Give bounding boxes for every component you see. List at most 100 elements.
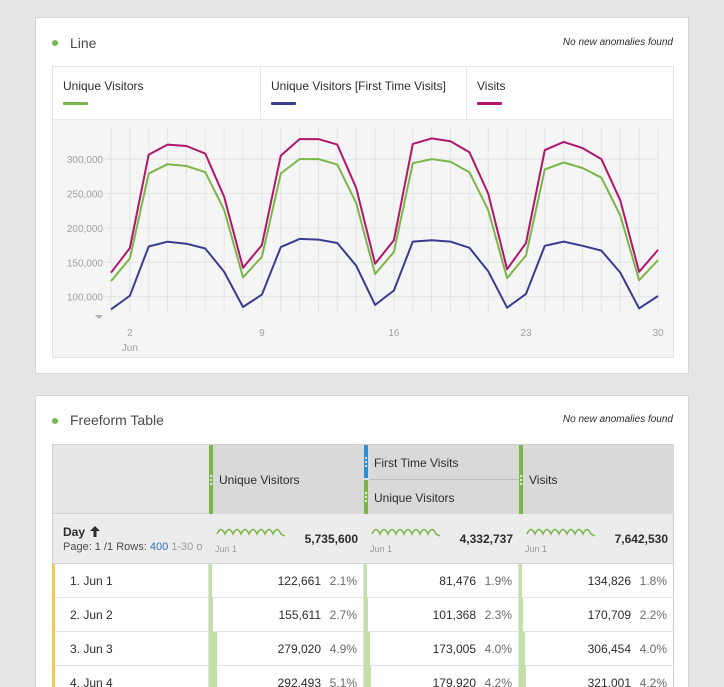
line-chart-svg: 300,000 250,000 200,000 150,000 100,000 2 9 16 2… [67,127,664,354]
row-label[interactable]: 1. Jun 1 [70,574,113,588]
cell-value: 155,611 [278,608,322,622]
cell-unique-visitors[interactable]: 122,661 2.1% [208,564,363,598]
legend-item-first-time-visits[interactable]: Unique Visitors [First Time Visits] [261,67,466,120]
column-header-first-time-visits[interactable]: First Time Visits Unique Visitors [364,445,519,515]
cell-value: 81,476 [439,574,476,588]
table-row[interactable]: 2. Jun 2 155,611 2.7% 101,368 2.3% 170,7… [52,598,674,632]
metric-drag-handle[interactable] [364,480,368,515]
total-value: 4,332,737 [459,532,513,546]
cell-percent: 1.8% [639,574,667,588]
cell-percent: 4.0% [484,642,512,656]
row-label[interactable]: 2. Jun 2 [70,608,113,622]
column-header-label: Unique Visitors [219,473,300,487]
column-header-unique-visitors[interactable]: Unique Visitors [209,445,364,515]
panel-title[interactable]: Line [70,35,97,51]
percent-bar [209,632,217,666]
y-tick-label: 250,000 [67,189,104,200]
row-label[interactable]: 3. Jun 3 [70,642,113,656]
percent-bar [209,666,218,687]
row-label[interactable]: 4. Jun 4 [70,676,113,687]
rows-selector[interactable]: 400 [149,541,169,553]
x-tick-label: 30 [652,328,664,339]
segment-header-label: First Time Visits [374,456,459,470]
series-line-unique-visitors-first-time-visits [110,237,659,311]
x-tick-label: 23 [520,328,532,339]
cell-percent: 4.9% [329,642,357,656]
percent-bar [209,598,214,632]
cell-percent: 4.2% [484,676,512,687]
cell-percent: 5.1% [329,676,357,687]
x-tick-label: 16 [388,328,400,339]
x-tick-label: 2 [127,328,133,339]
table-row[interactable]: 1. Jun 1 122,661 2.1% 81,476 1.9% 134,82… [52,564,674,598]
sparkline-label: Jun 1 [525,544,548,554]
percent-bar [364,666,371,687]
column-header-visits[interactable]: Visits [519,445,674,515]
cell-first-time-visits[interactable]: 173,005 4.0% [363,632,518,666]
legend-label: Unique Visitors [63,79,144,93]
cell-value: 279,020 [277,642,321,656]
cell-value: 170,709 [587,608,631,622]
cell-value: 122,661 [277,574,321,588]
series-line-visits [110,137,659,274]
y-tick-label: 300,000 [67,155,104,166]
percent-bar [209,564,213,598]
cell-unique-visitors[interactable]: 292,493 5.1% [208,666,363,687]
legend-item-unique-visitors[interactable]: Unique Visitors [53,67,260,120]
table-row[interactable]: 4. Jun 4 292,493 5.1% 179,920 4.2% 321,0… [52,666,674,687]
cell-percent: 4.0% [639,642,667,656]
cell-value: 306,454 [587,642,631,656]
dimension-label[interactable]: Day [63,525,101,539]
cell-percent: 2.7% [329,608,357,622]
y-axis-caret-icon [95,315,103,319]
table-row[interactable]: 3. Jun 3 279,020 4.9% 173,005 4.0% 306,4… [52,632,674,666]
legend-label: Visits [477,79,506,93]
cell-value: 321,001 [587,676,631,687]
panel-title[interactable]: Freeform Table [70,412,164,428]
segment-drag-handle[interactable] [364,445,368,478]
y-tick-label: 200,000 [67,224,104,235]
anomaly-status: No new anomalies found [562,414,673,425]
series-line-unique-visitors [110,158,659,282]
freeform-table: Unique Visitors First Time Visits Unique… [52,444,674,687]
metric-drag-handle[interactable] [209,445,213,515]
anomaly-status: No new anomalies found [562,37,673,48]
cell-percent: 4.2% [639,676,667,687]
legend-item-visits[interactable]: Visits [467,67,673,120]
status-dot-icon [52,418,58,424]
metric-drag-handle[interactable] [519,445,523,515]
column-header-label: Unique Visitors [374,491,455,505]
arrow-up-icon[interactable] [90,526,101,537]
line-panel: Line No new anomalies found Unique Visit… [35,17,689,374]
cell-first-time-visits[interactable]: 179,920 4.2% [363,666,518,687]
dimension-header[interactable]: Day Page: 1 /1 Rows: 400 1-30 o [53,514,209,564]
cell-first-time-visits[interactable]: 81,476 1.9% [363,564,518,598]
summary-cell-unique-visitors: Jun 1 5,735,600 [209,514,364,564]
legend-swatch [63,102,88,105]
percent-bar [364,598,368,632]
cell-visits[interactable]: 321,001 4.2% [518,666,673,687]
pagination: Page: 1 /1 Rows: 400 1-30 o [63,541,203,553]
cell-value: 292,493 [277,676,321,687]
cell-percent: 1.9% [484,574,512,588]
cell-unique-visitors[interactable]: 155,611 2.7% [208,598,363,632]
sparkline [216,528,286,537]
sparkline [526,528,596,537]
cell-percent: 2.1% [329,574,357,588]
percent-bar [364,632,371,666]
table-panel: Freeform Table No new anomalies found Un… [35,395,689,687]
line-chart: Unique Visitors Unique Visitors [First T… [52,66,674,358]
cell-unique-visitors[interactable]: 279,020 4.9% [208,632,363,666]
column-header-label: Visits [529,473,558,487]
percent-bar [519,598,523,632]
cell-value: 134,826 [587,574,631,588]
sparkline-label: Jun 1 [215,544,238,554]
summary-cell-visits: Jun 1 7,642,530 [519,514,674,564]
total-value: 5,735,600 [304,532,358,546]
cell-first-time-visits[interactable]: 101,368 2.3% [363,598,518,632]
cell-visits[interactable]: 134,826 1.8% [518,564,673,598]
percent-bar [519,564,522,598]
cell-visits[interactable]: 306,454 4.0% [518,632,673,666]
cell-value: 179,920 [432,676,476,687]
cell-visits[interactable]: 170,709 2.2% [518,598,673,632]
